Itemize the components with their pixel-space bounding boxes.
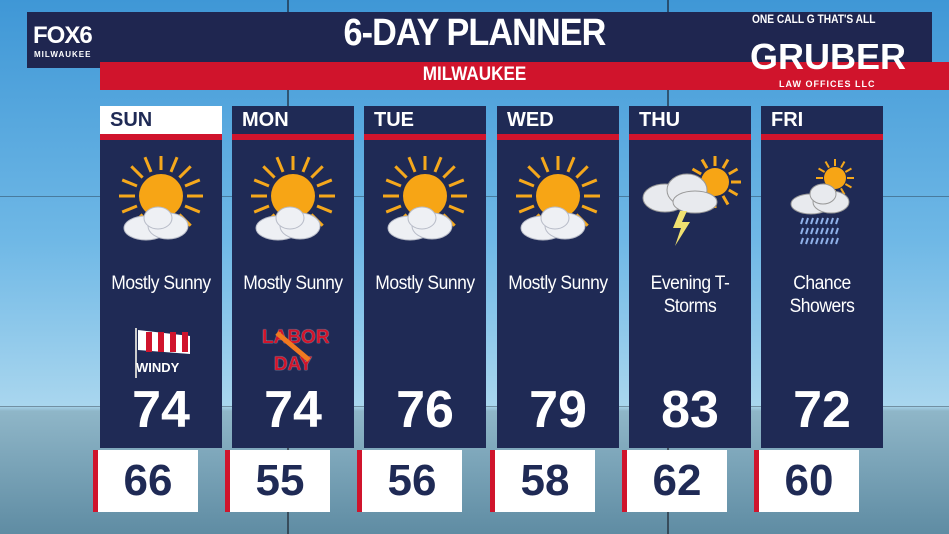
sun-cloud-icon xyxy=(238,154,348,256)
day-label: WED xyxy=(497,106,619,140)
thunderstorm-icon xyxy=(635,156,745,256)
labor-day-label: LABOR DAY xyxy=(262,327,330,375)
station-logo-sub: MILWAUKEE xyxy=(34,50,92,59)
high-temp: 74 xyxy=(132,381,190,439)
sun-cloud-icon xyxy=(106,154,216,256)
sponsor-tagline: ONE CALL G THAT'S ALL xyxy=(752,12,876,26)
page-title: 6-DAY PLANNER xyxy=(343,12,607,54)
low-temp: 58 xyxy=(490,450,595,512)
day-label: TUE xyxy=(364,106,486,140)
sponsor-name: GRUBER xyxy=(750,36,907,77)
sun-cloud-icon xyxy=(370,154,480,256)
day-label: THU xyxy=(629,106,751,140)
windy-badge: WINDY xyxy=(100,320,222,382)
condition-text: Mostly Sunny xyxy=(243,273,343,294)
location-bar xyxy=(100,62,949,90)
high-temp: 83 xyxy=(661,381,719,439)
condition-text: Mostly Sunny xyxy=(375,273,475,294)
high-temp: 74 xyxy=(264,381,322,439)
condition-text: Mostly Sunny xyxy=(111,273,211,294)
day-column-fri: FRI Chance Showers 72 xyxy=(761,106,883,448)
windy-label: WINDY xyxy=(136,360,180,375)
day-column-tue: TUE Mostly Sunny 76 xyxy=(364,106,486,448)
condition-text: Chance Showers xyxy=(789,273,855,317)
high-temp: 79 xyxy=(529,381,587,439)
station-logo: FOX6 xyxy=(33,22,93,49)
sun-cloud-icon xyxy=(503,154,613,256)
showers-icon xyxy=(767,156,877,256)
low-temp: 62 xyxy=(622,450,727,512)
day-label: SUN xyxy=(100,106,222,140)
labor-day-badge: LABOR DAY xyxy=(232,320,354,382)
day-label: MON xyxy=(232,106,354,140)
day-column-mon: MON Mostly Sunny LABOR DAY 74 xyxy=(232,106,354,448)
low-temp: 60 xyxy=(754,450,859,512)
high-temp: 76 xyxy=(396,381,454,439)
header-bar xyxy=(27,12,932,68)
location-label: MILWAUKEE xyxy=(422,64,527,85)
high-temp: 72 xyxy=(793,381,851,439)
low-temp: 66 xyxy=(93,450,198,512)
low-temp: 56 xyxy=(357,450,462,512)
day-label: FRI xyxy=(761,106,883,140)
condition-text: Mostly Sunny xyxy=(508,273,608,294)
condition-text: Evening T-Storms xyxy=(650,273,730,317)
day-column-wed: WED Mostly Sunny 79 xyxy=(497,106,619,448)
day-column-thu: THU Evening T-Storms 83 xyxy=(629,106,751,448)
sponsor-sub: LAW OFFICES LLC xyxy=(779,79,876,89)
low-temp: 55 xyxy=(225,450,330,512)
day-column-sun: SUN Mostly Sunny WINDY 74 xyxy=(100,106,222,448)
